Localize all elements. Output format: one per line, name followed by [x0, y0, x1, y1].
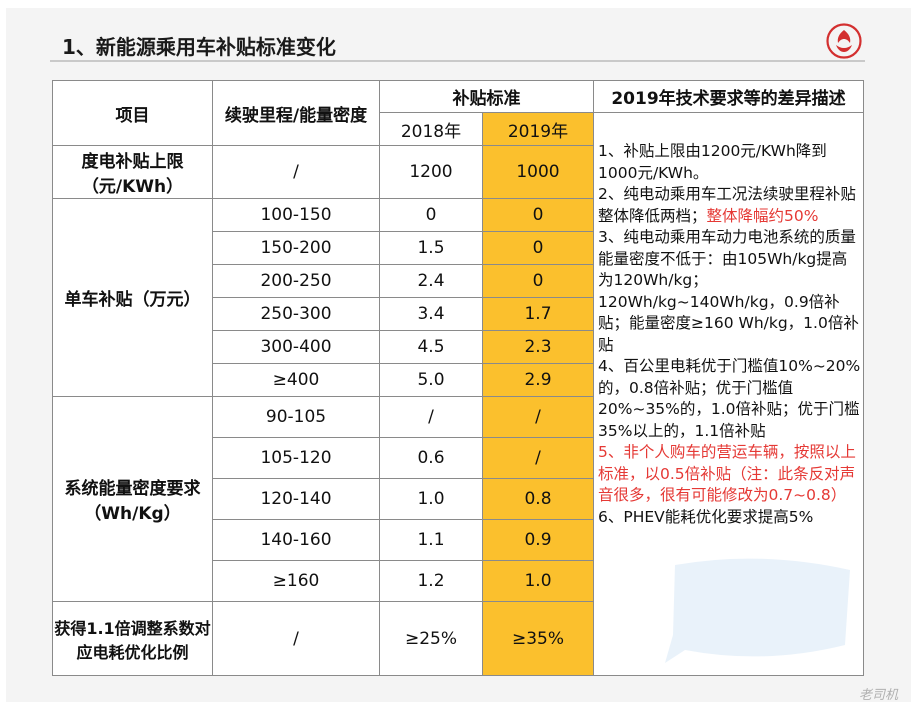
row-range: 120-140: [212, 478, 380, 520]
slide-title: 1、新能源乘用车补贴标准变化: [62, 35, 336, 59]
row-value-2018: /: [379, 396, 483, 438]
desc-item-2: 2、纯电动乘用车工况法续驶里程补贴整体降低两档；整体降幅约50%: [598, 184, 861, 227]
diff-description: 1、补贴上限由1200元/KWh降到1000元/KWh。 2、纯电动乘用车工况法…: [593, 112, 864, 676]
dongfeng-logo-icon: [826, 23, 862, 59]
desc-item-3: 3、纯电动乘用车动力电池系统的质量能量密度不低于：由105Wh/kg提高为120…: [598, 228, 859, 354]
desc-item-2-highlight: 整体降幅约50%: [706, 206, 819, 225]
row-range: 90-105: [212, 396, 380, 438]
row-value-2019: 2.9: [482, 363, 594, 397]
desc-item-5: 5、非个人购车的营运车辆，按照以上标准，以0.5倍补贴（注：此条反对声音很多，很…: [598, 443, 856, 504]
watermark-corner-text: 老司机: [858, 688, 898, 703]
row-value-2018: 1.5: [379, 231, 483, 265]
row-value-2018: ≥25%: [379, 601, 483, 676]
row-value-2019: /: [482, 437, 594, 479]
row-range: 100-150: [212, 198, 380, 232]
row-range: 300-400: [212, 330, 380, 364]
row-value-2018: 1200: [379, 145, 483, 199]
row-range: /: [212, 601, 380, 676]
header-standard: 补贴标准: [379, 80, 594, 113]
row-value-2019: 0: [482, 231, 594, 265]
desc-item-2-text: 2、纯电动乘用车工况法续驶里程补贴整体降低两档；: [598, 185, 856, 225]
row-range: 200-250: [212, 264, 380, 298]
row-range: /: [212, 145, 380, 199]
row-item-energy-density: 系统能量密度要求（Wh/Kg）: [52, 396, 213, 602]
desc-item-4: 4、百公里电耗优于门槛值10%~20%的，0.8倍补贴；优于门槛值20%~35%…: [598, 357, 861, 440]
desc-item-1: 1、补贴上限由1200元/KWh降到1000元/KWh。: [598, 142, 827, 182]
row-value-2019: 1.7: [482, 297, 594, 331]
row-value-2018: 2.4: [379, 264, 483, 298]
row-range: 140-160: [212, 519, 380, 561]
row-item-consumption-ratio: 获得1.1倍调整系数对应电耗优化比例: [52, 601, 213, 676]
header-2018: 2018年: [379, 112, 483, 146]
row-value-2019: 0.9: [482, 519, 594, 561]
row-value-2019: ≥35%: [482, 601, 594, 676]
desc-item-6: 6、PHEV能耗优化要求提高5%: [598, 507, 814, 526]
row-value-2019: 0.8: [482, 478, 594, 520]
row-value-2018: 1.2: [379, 560, 483, 602]
header-range: 续驶里程/能量密度: [212, 80, 380, 146]
title-divider: [50, 60, 865, 62]
row-value-2018: 4.5: [379, 330, 483, 364]
row-value-2018: 1.1: [379, 519, 483, 561]
subsidy-table: 项目 续驶里程/能量密度 补贴标准 2019年技术要求等的差异描述 2018年 …: [52, 80, 864, 676]
header-diff: 2019年技术要求等的差异描述: [593, 80, 864, 113]
row-value-2019: 2.3: [482, 330, 594, 364]
row-item-vehicle-subsidy: 单车补贴（万元）: [52, 198, 213, 397]
row-value-2018: 0: [379, 198, 483, 232]
row-item-kwh-cap: 度电补贴上限（元/KWh）: [52, 145, 213, 199]
row-value-2019: 1.0: [482, 560, 594, 602]
row-range: 150-200: [212, 231, 380, 265]
row-value-2018: 0.6: [379, 437, 483, 479]
row-range: 105-120: [212, 437, 380, 479]
row-range: 250-300: [212, 297, 380, 331]
row-value-2018: 3.4: [379, 297, 483, 331]
row-range: ≥400: [212, 363, 380, 397]
row-value-2019: 0: [482, 198, 594, 232]
header-item: 项目: [52, 80, 213, 146]
row-value-2019: 1000: [482, 145, 594, 199]
header-2019: 2019年: [482, 112, 594, 146]
row-value-2019: /: [482, 396, 594, 438]
row-value-2018: 1.0: [379, 478, 483, 520]
row-value-2018: 5.0: [379, 363, 483, 397]
row-value-2019: 0: [482, 264, 594, 298]
row-range: ≥160: [212, 560, 380, 602]
